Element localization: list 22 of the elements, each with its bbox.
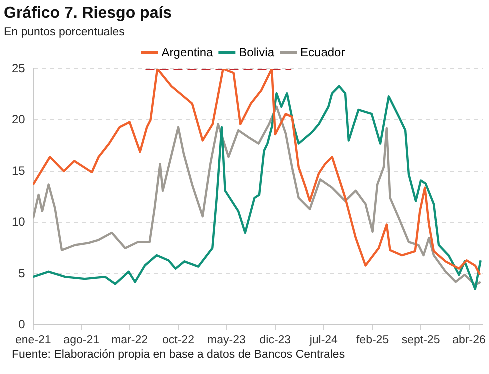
x-tick-label: sept-25 <box>402 334 440 346</box>
y-tick-label: 20 <box>12 112 26 127</box>
x-tick-label: may-23 <box>208 334 246 346</box>
y-tick-label: 0 <box>18 318 26 332</box>
y-tick-label: 10 <box>12 215 26 230</box>
y-tick-label: 5 <box>18 266 26 280</box>
x-tick-label: dic-23 <box>260 334 292 346</box>
x-tick-label: mar-22 <box>112 334 148 346</box>
x-tick-label: ago-21 <box>64 334 100 346</box>
source-note: Fuente: Elaboración propia en base a datos de Bancos Centrales <box>12 349 346 361</box>
legend-label: Bolivia <box>239 45 275 60</box>
x-tick-label: jul-24 <box>308 334 339 346</box>
y-tick-label: 15 <box>12 164 26 178</box>
x-tick-label: oct-22 <box>162 334 194 346</box>
x-tick-label: feb-25 <box>356 334 390 346</box>
x-tick-label: ene-21 <box>15 334 52 346</box>
y-tick-label: 25 <box>12 61 26 76</box>
legend-label: Ecuador <box>300 45 346 60</box>
x-tick-label: abr-26 <box>452 334 486 346</box>
chart-subtitle: En puntos porcentuales <box>4 26 126 38</box>
chart-title: Gráfico 7. Riesgo país <box>4 5 172 22</box>
legend-label: Argentina <box>162 45 214 60</box>
